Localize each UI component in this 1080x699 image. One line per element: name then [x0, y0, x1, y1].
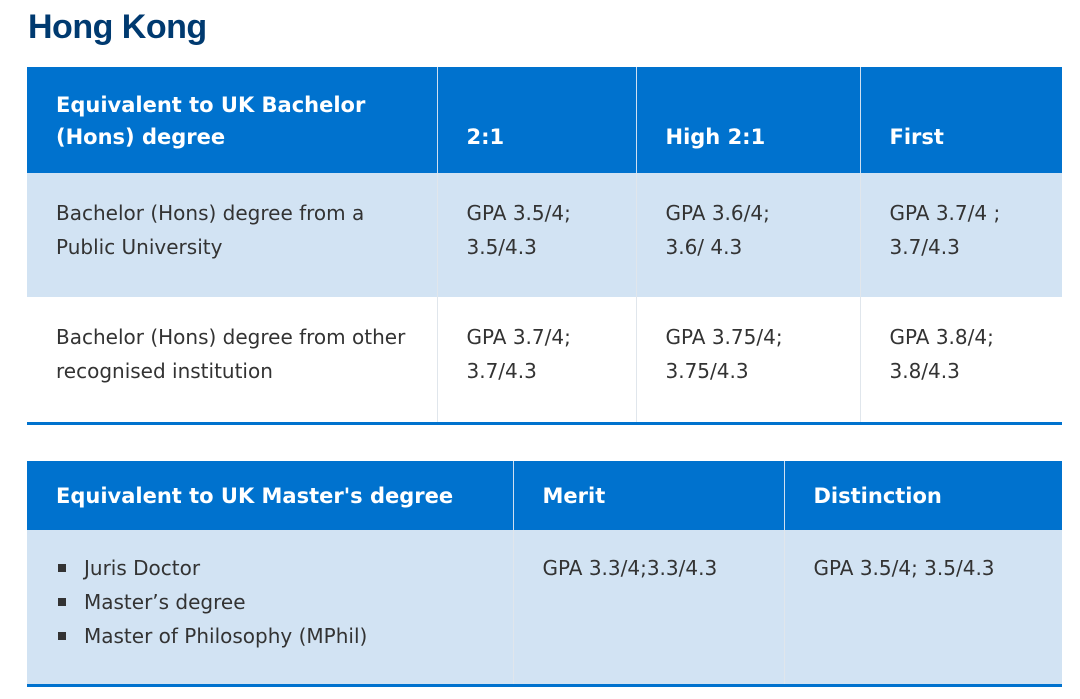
column-header-first: First — [860, 67, 1062, 173]
bachelor-equivalence-table: Equivalent to UK Bachelor (Hons) degree … — [27, 67, 1062, 425]
cell-2-1: GPA 3.5/4; 3.5/4.3 — [437, 173, 637, 297]
gpa-4-3-scale: 3.8/4.3 — [889, 359, 960, 383]
cell-high-2-1: GPA 3.6/4; 3.6/ 4.3 — [636, 173, 861, 297]
page-title: Hong Kong — [28, 8, 207, 46]
table-row: Bachelor (Hons) degree from other recogn… — [27, 297, 1062, 424]
square-bullet-icon — [58, 632, 66, 640]
table-row: Juris Doctor Master’s degree Master of P… — [27, 530, 1062, 686]
gpa-4-3-scale: 3.5/4.3 — [466, 235, 537, 259]
column-header-qualification: Equivalent to UK Bachelor (Hons) degree — [27, 67, 438, 173]
cell-distinction: GPA 3.5/4; 3.5/4.3 — [784, 530, 1062, 686]
cell-high-2-1: GPA 3.75/4; 3.75/4.3 — [636, 297, 861, 424]
cell-merit: GPA 3.3/4;3.3/4.3 — [513, 530, 785, 686]
column-header-merit: Merit — [513, 461, 785, 530]
column-header-distinction: Distinction — [784, 461, 1062, 530]
cell-first: GPA 3.8/4; 3.8/4.3 — [860, 297, 1062, 424]
gpa-4-3-scale: 3.6/ 4.3 — [665, 235, 743, 259]
table-header-row: Equivalent to UK Master's degree Merit D… — [27, 461, 1062, 530]
square-bullet-icon — [58, 598, 66, 606]
table-header-row: Equivalent to UK Bachelor (Hons) degree … — [27, 67, 1062, 173]
gpa-4-scale: GPA 3.7/4; — [466, 325, 571, 349]
master-equivalence-table: Equivalent to UK Master's degree Merit D… — [27, 461, 1062, 687]
list-item-label: Master’s degree — [84, 590, 246, 614]
gpa-4-scale: GPA 3.8/4; — [889, 325, 994, 349]
gpa-4-scale: GPA 3.5/4; — [466, 201, 571, 225]
gpa-4-scale: GPA 3.6/4; — [665, 201, 770, 225]
gpa-4-3-scale: 3.7/4.3 — [466, 359, 537, 383]
list-item: Master’s degree — [56, 585, 484, 619]
qualification-list-cell: Juris Doctor Master’s degree Master of P… — [27, 530, 514, 686]
gpa-4-scale: GPA 3.75/4; — [665, 325, 783, 349]
list-item: Master of Philosophy (MPhil) — [56, 619, 484, 653]
list-item: Juris Doctor — [56, 551, 484, 585]
list-item-label: Juris Doctor — [84, 556, 201, 580]
row-label: Bachelor (Hons) degree from a Public Uni… — [27, 173, 438, 297]
cell-2-1: GPA 3.7/4; 3.7/4.3 — [437, 297, 637, 424]
square-bullet-icon — [58, 564, 66, 572]
column-header-high-2-1: High 2:1 — [636, 67, 861, 173]
column-header-qualification: Equivalent to UK Master's degree — [27, 461, 514, 530]
cell-first: GPA 3.7/4 ; 3.7/4.3 — [860, 173, 1062, 297]
table-row: Bachelor (Hons) degree from a Public Uni… — [27, 173, 1062, 297]
column-header-2-1: 2:1 — [437, 67, 637, 173]
list-item-label: Master of Philosophy (MPhil) — [84, 624, 368, 648]
gpa-4-3-scale: 3.7/4.3 — [889, 235, 960, 259]
gpa-4-scale: GPA 3.7/4 ; — [889, 201, 1001, 225]
gpa-4-3-scale: 3.75/4.3 — [665, 359, 749, 383]
qualification-list: Juris Doctor Master’s degree Master of P… — [56, 551, 484, 653]
row-label: Bachelor (Hons) degree from other recogn… — [27, 297, 438, 424]
